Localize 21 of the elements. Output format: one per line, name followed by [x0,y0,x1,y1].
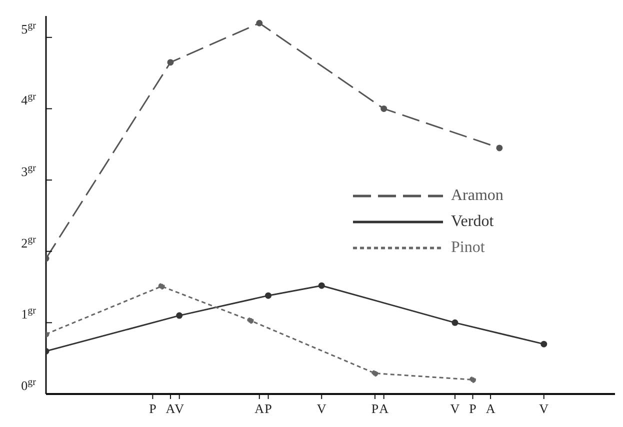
x-tick-label: A [254,401,265,416]
text: Pinot [451,239,485,257]
x-tick-label: A [166,401,176,416]
y-tick-label: 5$^{gr}$ [21,20,37,36]
x-tick-label: P [371,401,379,416]
y-tick-label: 3$^{gr}$ [21,162,37,180]
y-tick-label: 4$^{gr}$ [21,91,37,108]
x-tick-label: A [379,401,390,416]
x-tick-label: V [174,401,185,416]
x-tick-label: P [264,401,272,416]
x-tick-label: P [149,401,156,416]
x-tick-label: V [316,401,327,416]
x-tick-label: V [539,401,550,416]
x-tick-label: A [486,401,496,416]
text: Aramon [451,187,504,205]
x-tick-label: V [450,401,460,416]
text: Verdot [451,213,494,231]
y-tick-label: 1$^{gr}$ [21,305,37,322]
x-tick-label: P [469,401,476,416]
y-tick-label: 2$^{gr}$ [21,234,37,250]
y-tick-label: 0$^{gr}$ [21,376,37,393]
